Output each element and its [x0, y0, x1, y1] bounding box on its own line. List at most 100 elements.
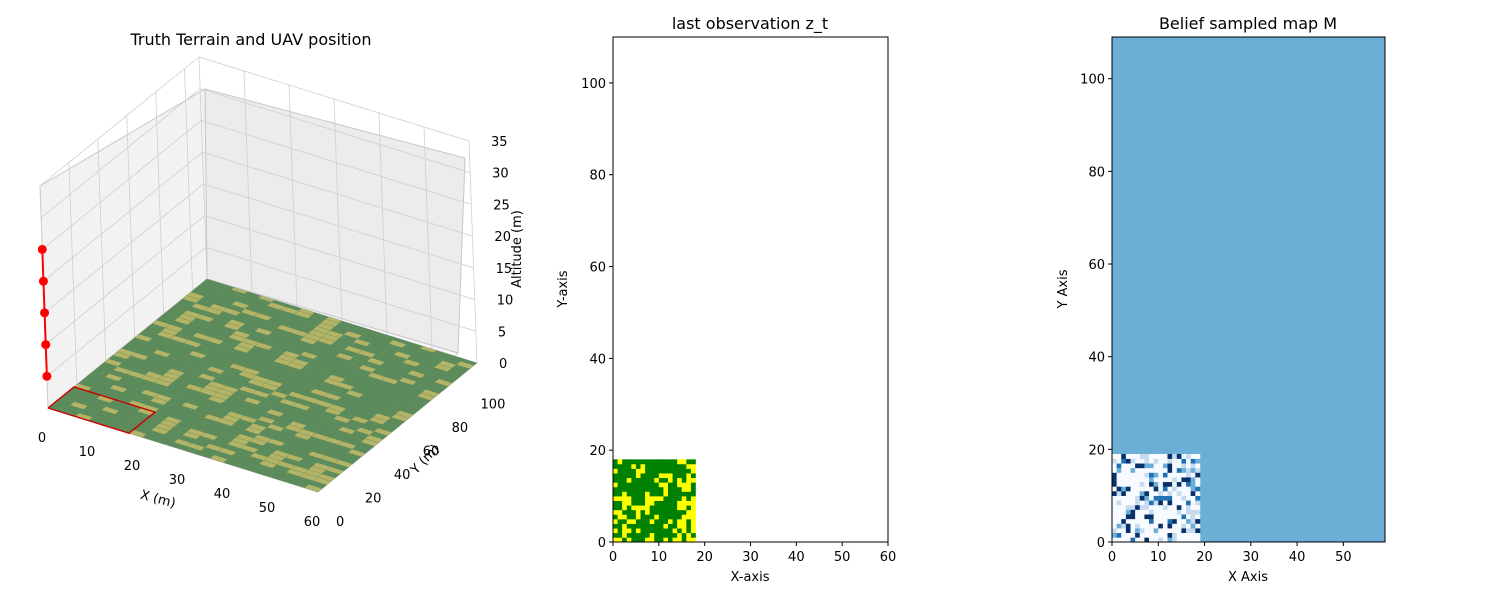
observation-cell	[681, 473, 687, 479]
observation-cell	[690, 468, 696, 474]
belief-cell	[1181, 528, 1187, 534]
observation-cells	[613, 459, 696, 543]
belief-cell	[1149, 467, 1154, 473]
belief-cell	[1144, 537, 1150, 543]
belief-cell	[1149, 528, 1154, 534]
observation-cell	[649, 486, 655, 492]
observation-cell	[645, 486, 650, 492]
observation-cell	[617, 509, 623, 515]
belief-cell	[1121, 453, 1127, 459]
belief-cell	[1144, 528, 1150, 534]
observation-cell	[622, 537, 628, 543]
observation-cell	[617, 486, 623, 492]
belief-cell	[1176, 518, 1182, 524]
belief-cell	[1149, 491, 1154, 496]
observation-cell	[654, 519, 660, 524]
y-tick-label: 100	[481, 398, 506, 413]
belief-cell	[1190, 458, 1196, 464]
belief-cell	[1139, 509, 1145, 515]
belief-cell	[1130, 518, 1136, 524]
observation-cell	[617, 468, 623, 474]
belief-cell	[1176, 523, 1182, 529]
belief-cell	[1125, 509, 1131, 515]
y-tick-label: 40	[589, 352, 606, 367]
observation-cell	[690, 532, 696, 538]
belief-cell	[1139, 504, 1145, 510]
belief-cell	[1153, 472, 1159, 478]
grid-line-y	[155, 92, 165, 315]
belief-cell	[1190, 518, 1196, 524]
belief-cell	[1181, 509, 1187, 515]
belief-cell	[1162, 463, 1168, 469]
observation-cell	[613, 496, 618, 501]
observation-cell	[681, 514, 687, 520]
belief-cell	[1190, 481, 1196, 487]
belief-cell	[1190, 523, 1196, 529]
observation-cell	[631, 468, 637, 474]
belief-cell	[1130, 491, 1136, 496]
belief-title: Belief sampled map M	[1159, 14, 1337, 33]
grid-line-z	[198, 56, 470, 142]
observation-cell	[658, 519, 664, 524]
observation-cell	[686, 505, 692, 511]
belief-cell	[1149, 453, 1154, 459]
observation-cell	[677, 482, 683, 488]
observation-cell	[640, 473, 646, 479]
observation-cell	[645, 463, 650, 469]
belief-cell	[1139, 481, 1145, 487]
x-tick-label: 60	[880, 550, 897, 565]
observation-cell	[663, 477, 669, 483]
observation-cell	[672, 463, 678, 469]
observation-cell	[645, 514, 650, 520]
observation-cell	[690, 496, 696, 501]
observation-cell	[690, 477, 696, 483]
observation-cell	[626, 523, 632, 529]
observation-cell	[686, 486, 692, 492]
belief-cell	[1116, 504, 1122, 510]
belief-cell	[1112, 491, 1117, 496]
observation-cell	[640, 463, 646, 469]
observation-cell	[672, 491, 678, 497]
observation-cell	[631, 463, 637, 469]
belief-cell	[1186, 537, 1191, 543]
y-tick-label: 40	[394, 468, 411, 483]
observation-cell	[635, 496, 641, 501]
belief-cell	[1149, 532, 1154, 538]
observation-cell	[635, 519, 641, 524]
observation-cell	[654, 496, 660, 501]
belief-cell	[1162, 504, 1168, 510]
belief-cell	[1112, 458, 1117, 464]
belief-cell	[1121, 523, 1127, 529]
observation-cell	[663, 459, 669, 465]
belief-cell	[1130, 537, 1136, 543]
observation-cell	[645, 473, 650, 479]
observation-cell	[622, 486, 628, 492]
belief-cell	[1162, 467, 1168, 473]
belief-cell	[1158, 453, 1164, 459]
observation-cell	[631, 500, 637, 506]
observation-cell	[668, 528, 673, 534]
belief-cell	[1116, 523, 1122, 529]
belief-cell	[1176, 486, 1182, 492]
observation-cell	[645, 496, 650, 501]
belief-cell	[1176, 463, 1182, 469]
x-tick-label: 40	[214, 487, 231, 502]
belief-cell	[1172, 537, 1178, 543]
belief-cell	[1186, 453, 1191, 459]
belief-cell	[1181, 491, 1187, 496]
belief-cell	[1116, 453, 1122, 459]
y-tick-label: 80	[452, 421, 469, 436]
belief-cell	[1125, 467, 1131, 473]
observation-cell	[649, 537, 655, 543]
observation-cell	[626, 496, 632, 501]
belief-cell	[1153, 537, 1159, 543]
belief-cell	[1181, 504, 1187, 510]
belief-cell	[1121, 491, 1127, 496]
observation-cell	[668, 473, 673, 479]
observation-cell	[626, 519, 632, 524]
belief-cell	[1125, 463, 1131, 469]
belief-cell	[1121, 458, 1127, 464]
observation-cell	[663, 486, 669, 492]
observation-cell	[654, 505, 660, 511]
observation-cell	[645, 509, 650, 515]
